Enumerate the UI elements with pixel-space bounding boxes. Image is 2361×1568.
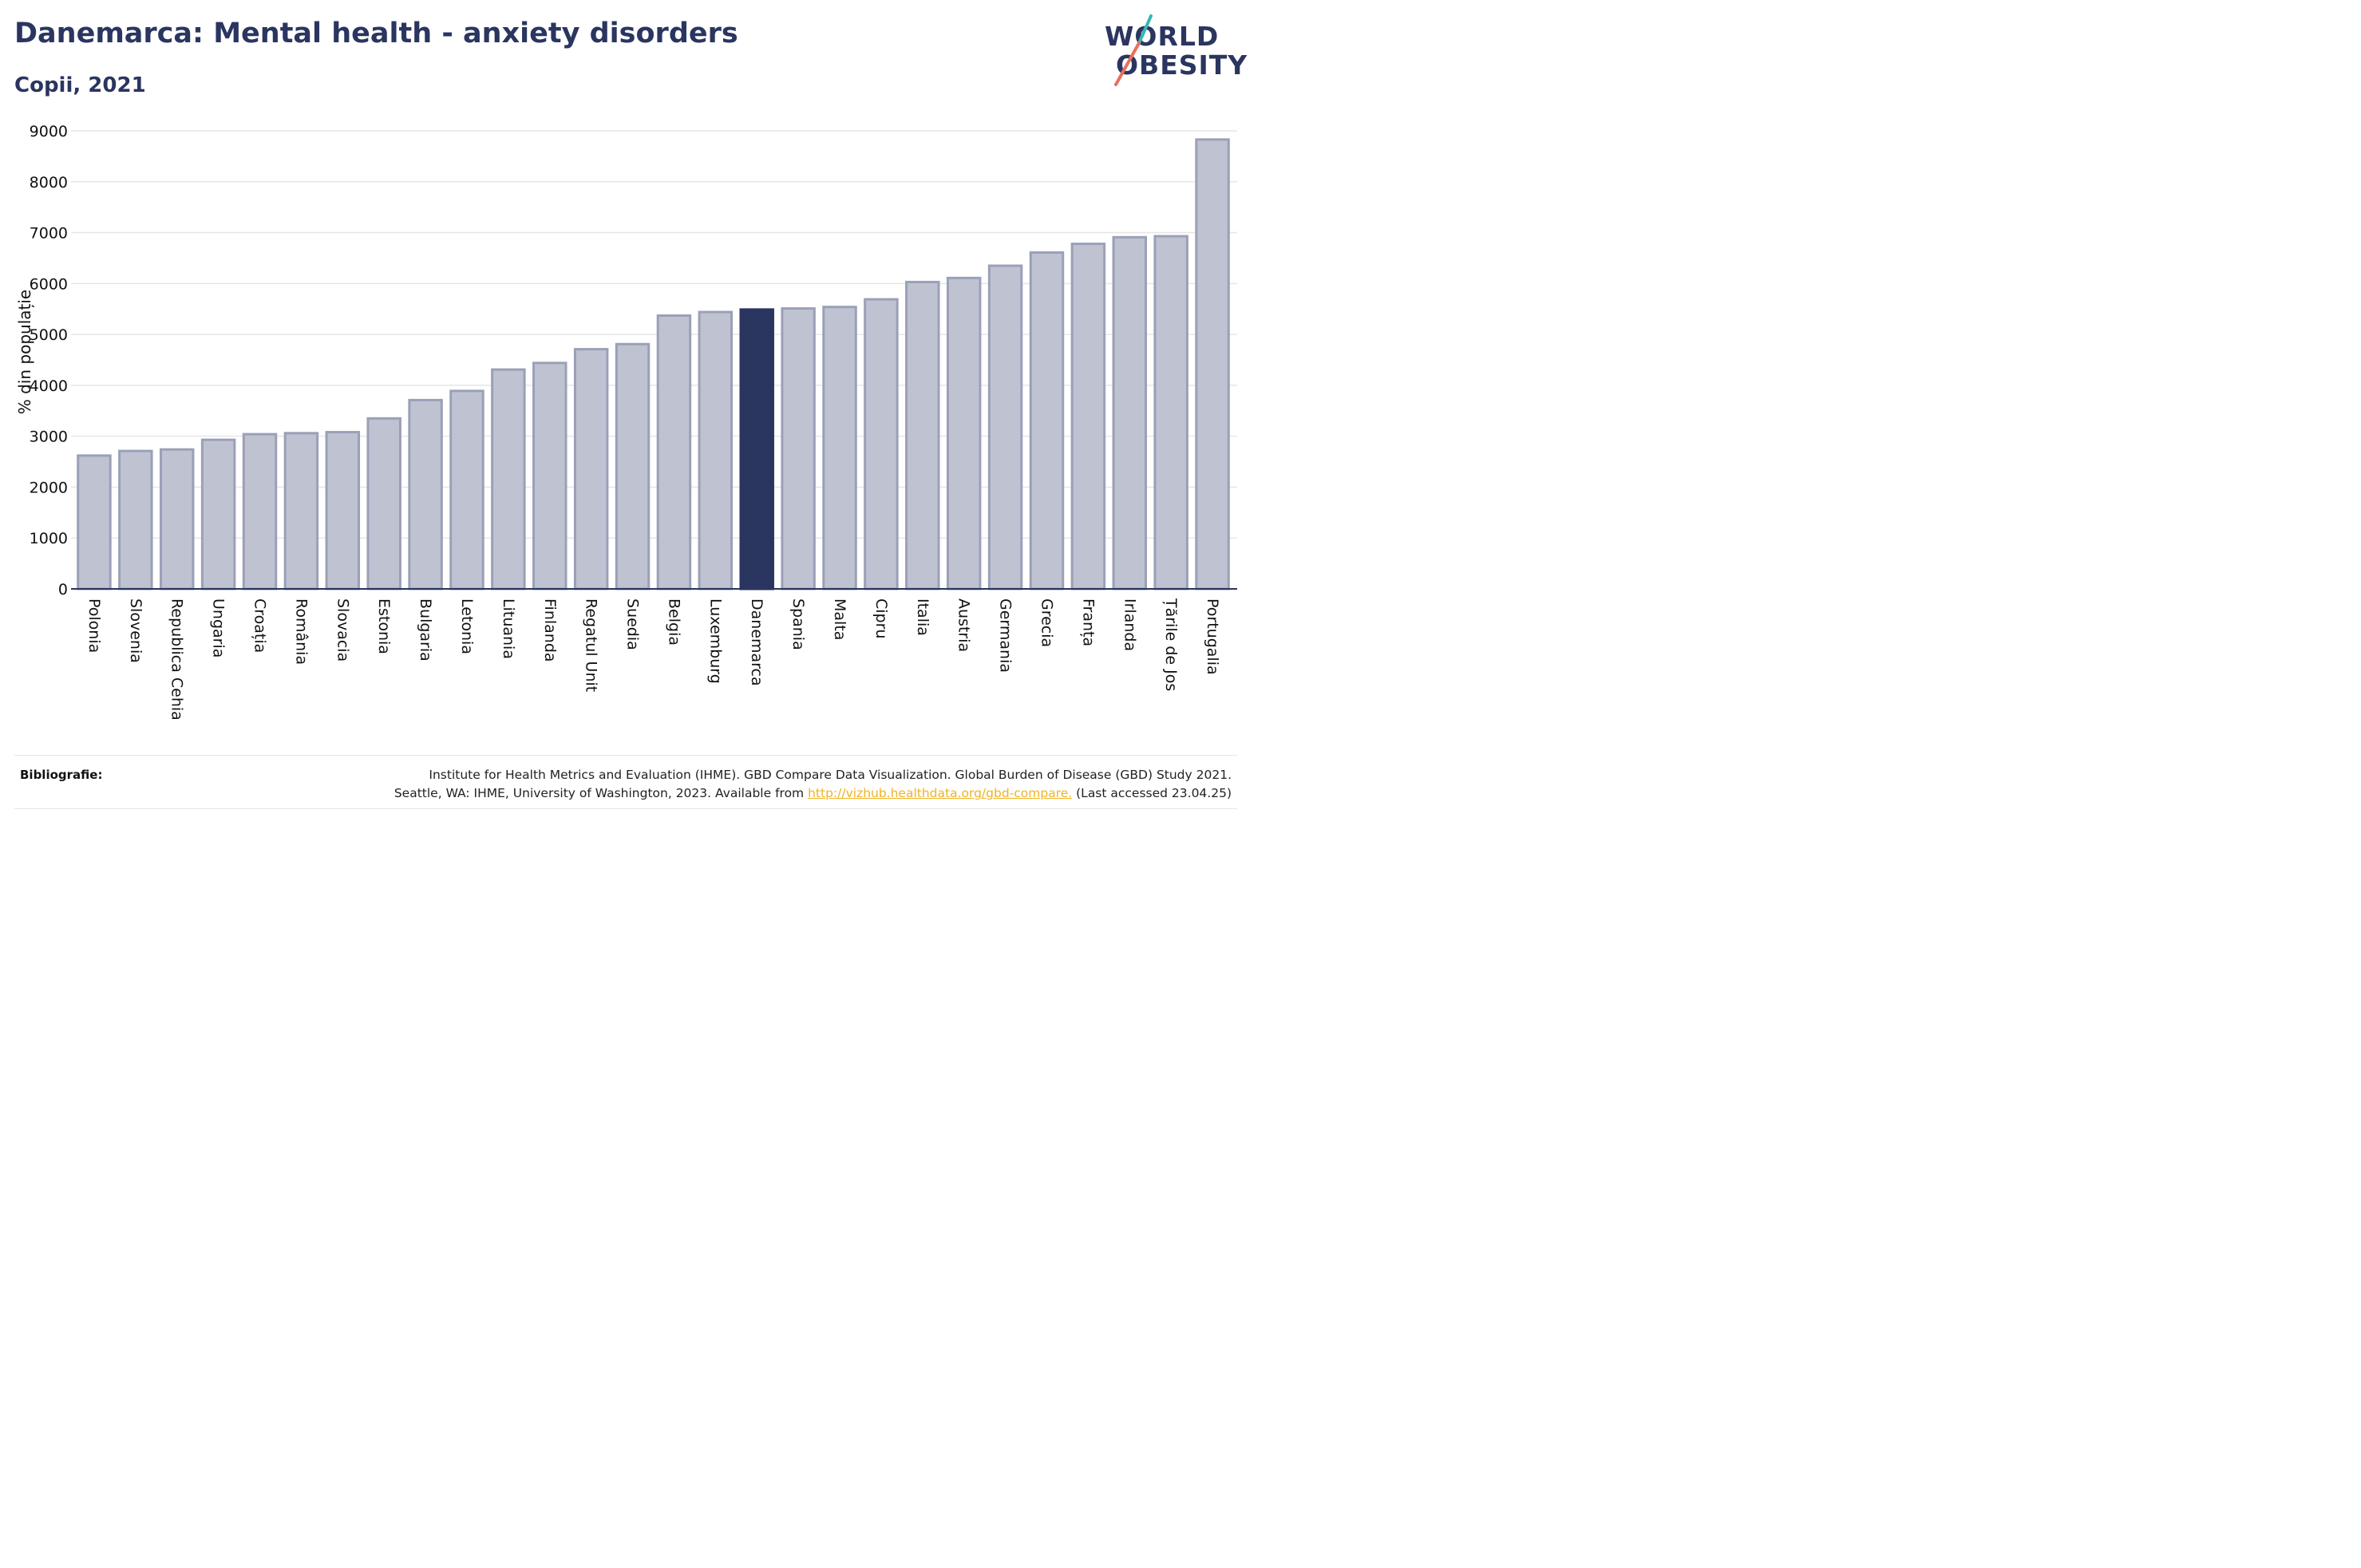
bar-republica-cehia xyxy=(159,448,195,590)
y-tick-label: 1000 xyxy=(30,530,68,547)
bar-polonia xyxy=(77,454,112,590)
chart-subtitle: Copii, 2021 xyxy=(14,73,146,97)
bibliography-label: Bibliografie: xyxy=(20,768,103,782)
y-tick-label: 2000 xyxy=(30,479,68,496)
y-tick-label: 8000 xyxy=(30,174,68,192)
bibliography-line-1: Institute for Health Metrics and Evaluat… xyxy=(429,768,1232,782)
bar-regatul-unit xyxy=(573,348,609,590)
bar-estonia xyxy=(366,417,401,590)
x-tick-label: Malta xyxy=(831,598,848,640)
x-tick-label: Suedia xyxy=(624,598,642,650)
x-tick-label: Letonia xyxy=(458,598,476,654)
y-tick-label: 6000 xyxy=(30,275,68,293)
logo-line-1: WORLD xyxy=(1105,21,1220,52)
x-tick-label: Republica Cehia xyxy=(168,598,186,721)
bar-slovacia xyxy=(325,431,361,590)
bar-lituania xyxy=(491,368,526,590)
y-axis-label: % din populație xyxy=(15,290,34,414)
bar-finlanda xyxy=(532,361,568,590)
bar-cipru xyxy=(864,298,899,590)
x-tick-label: Portugalia xyxy=(1204,598,1221,675)
x-tick-label: Danemarca xyxy=(748,598,765,686)
x-tick-label: Polonia xyxy=(85,598,103,653)
y-tick-label: 9000 xyxy=(30,123,68,140)
x-tick-label: Slovacia xyxy=(334,598,351,662)
x-tick-label: România xyxy=(292,598,310,665)
bar-chart: 0 1000 2000 3000 4000 5000 6000 7000 8000 9000 % d… xyxy=(15,123,1237,721)
bar-malta xyxy=(822,306,857,590)
bar-rom-nia xyxy=(283,432,319,590)
bar-portugalia xyxy=(1195,138,1230,590)
x-tick-label: Grecia xyxy=(1038,598,1055,647)
bar-spania xyxy=(781,307,816,590)
chart-title: Danemarca: Mental health - anxiety disor… xyxy=(14,18,738,49)
x-tick-label: Austria xyxy=(955,598,973,652)
bibliography-line-2: Seattle, WA: IHME, University of Washing… xyxy=(394,784,1232,803)
bar-irlanda xyxy=(1112,235,1148,590)
bar-danemarca xyxy=(739,308,774,590)
y-tick-label: 3000 xyxy=(30,429,68,446)
bar-slovenia xyxy=(118,449,153,590)
bibliography-text: Institute for Health Metrics and Evaluat… xyxy=(394,766,1232,803)
x-tick-label: Cipru xyxy=(872,598,890,638)
bar-bulgaria xyxy=(408,398,443,590)
x-tick-label: Țările de Jos xyxy=(1162,598,1180,691)
y-tick-label: 0 xyxy=(58,581,68,598)
x-tick-label: Regatul Unit xyxy=(583,598,600,692)
bibliography-line-2-prefix: Seattle, WA: IHME, University of Washing… xyxy=(394,786,809,800)
x-tick-label: Irlanda xyxy=(1121,598,1138,651)
y-tick-label: 4000 xyxy=(30,377,68,395)
bar-ungaria xyxy=(200,438,236,590)
x-tick-label: Estonia xyxy=(375,598,393,654)
x-tick-label: Croația xyxy=(251,598,269,653)
x-tick-label: Lituania xyxy=(500,598,517,659)
x-tick-label: Spania xyxy=(789,598,807,650)
y-tick-label: 5000 xyxy=(30,326,68,344)
bar-croa-ia xyxy=(242,432,278,590)
logo-line-2: OBESITY xyxy=(1116,49,1248,81)
logo-slash-icon xyxy=(1114,14,1153,86)
x-tick-label: Italia xyxy=(914,598,931,636)
bar-suedia xyxy=(615,342,651,590)
x-tick-label: Finlanda xyxy=(541,598,559,662)
bar-italia xyxy=(905,280,940,590)
footer-divider-bottom xyxy=(14,808,1237,809)
bar-luxemburg xyxy=(698,310,734,590)
x-tick-label: Franța xyxy=(1079,598,1097,646)
bibliography-link[interactable]: http://vizhub.healthdata.org/gbd-compare… xyxy=(808,786,1073,800)
bibliography-line-2-suffix: (Last accessed 23.04.25) xyxy=(1072,786,1232,800)
bar-fran-a xyxy=(1070,243,1106,590)
x-tick-label: Ungaria xyxy=(210,598,227,658)
world-obesity-logo: WORLD OBESITY xyxy=(1105,11,1247,88)
y-tick-label: 7000 xyxy=(30,225,68,243)
x-tick-label: Slovenia xyxy=(127,598,144,663)
bar-austria xyxy=(946,276,982,590)
bar--rile-de-jos xyxy=(1153,235,1188,590)
footer-divider-top xyxy=(14,755,1237,756)
bar-germania xyxy=(987,264,1023,590)
x-tick-label: Bulgaria xyxy=(417,598,434,662)
bar-letonia xyxy=(449,389,484,590)
x-tick-label: Luxemburg xyxy=(706,598,724,684)
bar-grecia xyxy=(1029,251,1065,590)
x-tick-label: Germania xyxy=(997,598,1014,673)
bar-belgia xyxy=(656,314,692,590)
x-tick-label: Belgia xyxy=(665,598,682,646)
